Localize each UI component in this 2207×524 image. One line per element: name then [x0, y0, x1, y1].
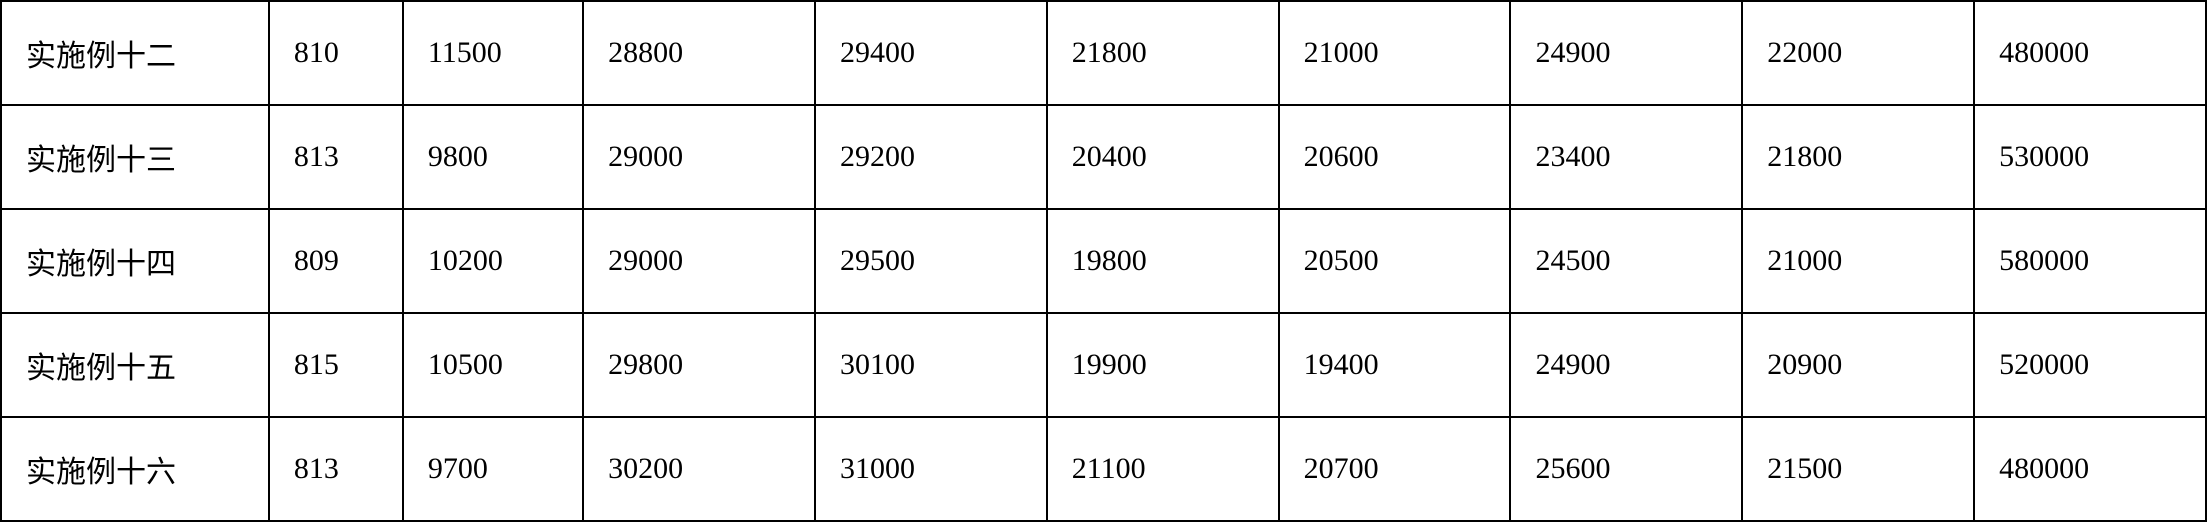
cell-value: 21100	[1047, 417, 1279, 521]
cell-value: 31000	[815, 417, 1047, 521]
cell-value: 9700	[403, 417, 583, 521]
cell-value: 30200	[583, 417, 815, 521]
cell-value: 10200	[403, 209, 583, 313]
cell-value: 24500	[1510, 209, 1742, 313]
cell-value: 21800	[1047, 1, 1279, 105]
cell-value: 28800	[583, 1, 815, 105]
cell-value: 580000	[1974, 209, 2206, 313]
cell-value: 23400	[1510, 105, 1742, 209]
cell-value: 20900	[1742, 313, 1974, 417]
cell-label: 实施例十六	[1, 417, 269, 521]
cell-value: 21000	[1742, 209, 1974, 313]
cell-value: 810	[269, 1, 403, 105]
table-row: 实施例十六 813 9700 30200 31000 21100 20700 2…	[1, 417, 2206, 521]
cell-label: 实施例十五	[1, 313, 269, 417]
cell-value: 813	[269, 417, 403, 521]
cell-value: 20500	[1279, 209, 1511, 313]
cell-value: 815	[269, 313, 403, 417]
table-row: 实施例十二 810 11500 28800 29400 21800 21000 …	[1, 1, 2206, 105]
cell-value: 21000	[1279, 1, 1511, 105]
cell-value: 20600	[1279, 105, 1511, 209]
cell-value: 809	[269, 209, 403, 313]
cell-value: 29000	[583, 105, 815, 209]
cell-value: 9800	[403, 105, 583, 209]
cell-value: 19900	[1047, 313, 1279, 417]
cell-value: 21800	[1742, 105, 1974, 209]
cell-value: 11500	[403, 1, 583, 105]
table-row: 实施例十三 813 9800 29000 29200 20400 20600 2…	[1, 105, 2206, 209]
cell-value: 520000	[1974, 313, 2206, 417]
table-row: 实施例十四 809 10200 29000 29500 19800 20500 …	[1, 209, 2206, 313]
cell-value: 22000	[1742, 1, 1974, 105]
cell-value: 24900	[1510, 1, 1742, 105]
cell-value: 24900	[1510, 313, 1742, 417]
cell-value: 21500	[1742, 417, 1974, 521]
cell-value: 813	[269, 105, 403, 209]
cell-value: 29500	[815, 209, 1047, 313]
cell-value: 10500	[403, 313, 583, 417]
cell-value: 530000	[1974, 105, 2206, 209]
cell-value: 19800	[1047, 209, 1279, 313]
cell-value: 19400	[1279, 313, 1511, 417]
cell-value: 29400	[815, 1, 1047, 105]
cell-value: 29200	[815, 105, 1047, 209]
cell-label: 实施例十四	[1, 209, 269, 313]
cell-value: 480000	[1974, 1, 2206, 105]
cell-label: 实施例十三	[1, 105, 269, 209]
cell-value: 20400	[1047, 105, 1279, 209]
table-body: 实施例十二 810 11500 28800 29400 21800 21000 …	[1, 1, 2206, 521]
cell-value: 20700	[1279, 417, 1511, 521]
cell-label: 实施例十二	[1, 1, 269, 105]
cell-value: 30100	[815, 313, 1047, 417]
table-row: 实施例十五 815 10500 29800 30100 19900 19400 …	[1, 313, 2206, 417]
data-table: 实施例十二 810 11500 28800 29400 21800 21000 …	[0, 0, 2207, 522]
cell-value: 480000	[1974, 417, 2206, 521]
cell-value: 29000	[583, 209, 815, 313]
cell-value: 29800	[583, 313, 815, 417]
cell-value: 25600	[1510, 417, 1742, 521]
